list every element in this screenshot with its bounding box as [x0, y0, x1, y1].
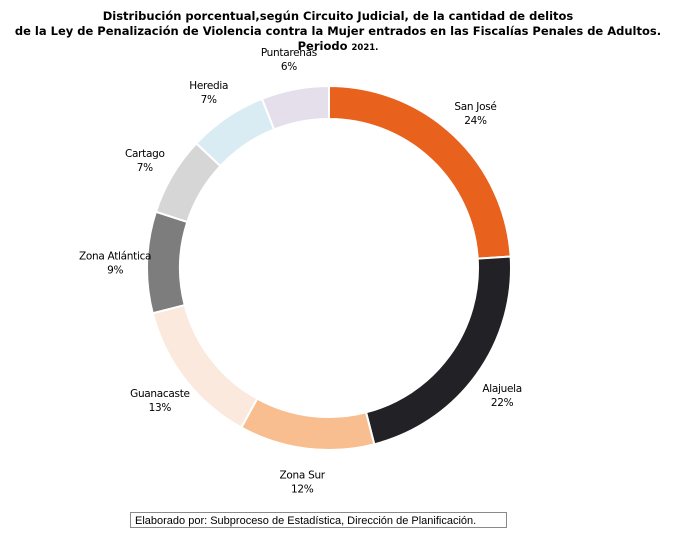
slice-label-value: 22%	[491, 397, 514, 409]
slice-label-name: Cartago	[125, 148, 165, 160]
slice-zona-atlántica	[146, 210, 189, 315]
slice-zona-sur	[239, 397, 376, 451]
slice-alajuela	[364, 255, 512, 446]
slice-label-value: 12%	[291, 483, 314, 495]
slice-label-name: Heredia	[189, 80, 228, 92]
slice-label: Zona Sur 12%	[280, 469, 327, 495]
chart-title-period: Periodo	[297, 39, 348, 53]
chart-title-line-1: Distribución porcentual,según Circuito J…	[102, 9, 574, 23]
slice-puntarenas	[260, 84, 330, 131]
slice-label: Heredia 7%	[189, 80, 228, 106]
slice-label: San José 24%	[454, 101, 496, 127]
slice-label-name: Puntarenas	[261, 47, 317, 59]
slice-label-value: 13%	[149, 402, 172, 414]
slice-label-name: San José	[454, 101, 496, 113]
slice-label: Guanacaste 13%	[130, 388, 190, 414]
slice-label-value: 24%	[464, 115, 487, 127]
slice-label-value: 7%	[201, 94, 217, 106]
chart-title-year: 2021.	[351, 43, 379, 53]
chart-title-line-2: de la Ley de Penalización de Violencia c…	[14, 24, 662, 38]
slice-label-value: 6%	[281, 61, 297, 73]
chart-title: Distribución porcentual,según Circuito J…	[0, 9, 676, 56]
chart-title-line-3: Periodo 2021.	[0, 39, 676, 56]
slice-label-name: Zona Sur	[280, 469, 326, 481]
slice-label-name: Alajuela	[482, 383, 522, 395]
slice-label: Zona Atlántica 9%	[79, 250, 152, 276]
slice-label-name: Zona Atlántica	[79, 250, 151, 262]
slice-label: Cartago 7%	[125, 148, 165, 174]
source-note: Elaborado por: Subproceso de Estadística…	[130, 512, 507, 528]
slice-label: Puntarenas 6%	[261, 47, 317, 73]
slice-label-name: Guanacaste	[130, 388, 190, 400]
slice-label-value: 9%	[107, 264, 123, 276]
slice-label-value: 7%	[137, 162, 153, 174]
slice-label: Alajuela 22%	[482, 383, 522, 409]
